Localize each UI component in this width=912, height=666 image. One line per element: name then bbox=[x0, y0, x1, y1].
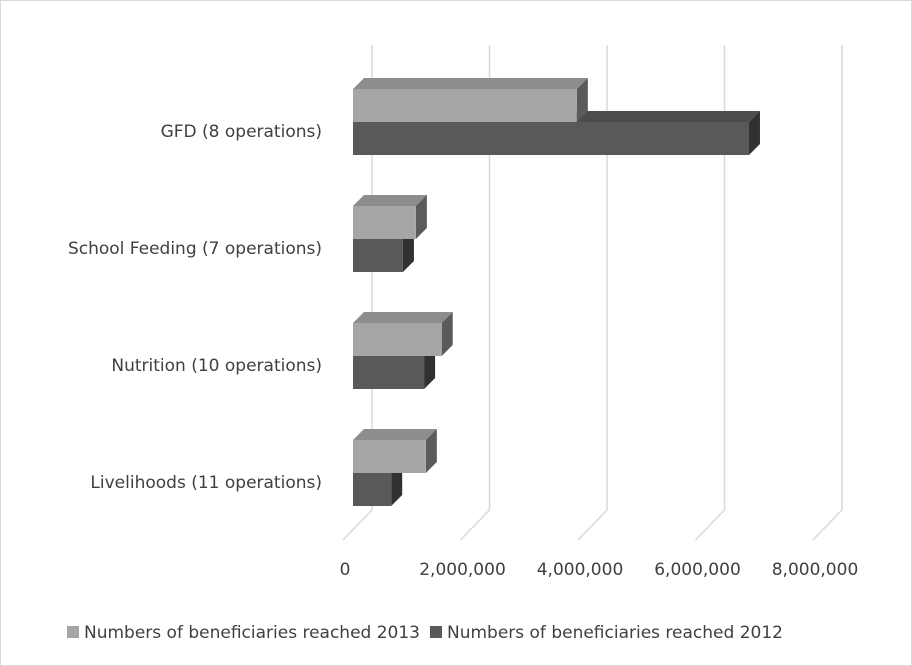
y-tick-label: Livelihoods (11 operations) bbox=[90, 473, 322, 493]
bar bbox=[353, 122, 749, 155]
legend-label: Numbers of beneficiaries reached 2013 bbox=[84, 623, 420, 643]
bar bbox=[353, 440, 426, 473]
bar-side bbox=[425, 429, 437, 473]
bar-top bbox=[353, 78, 588, 89]
x-tick-label: 2,000,000 bbox=[419, 560, 506, 580]
x-tick-label: 8,000,000 bbox=[772, 560, 859, 580]
bar-side bbox=[441, 312, 453, 356]
bar-top bbox=[353, 429, 437, 440]
bar bbox=[353, 356, 425, 389]
bar bbox=[353, 239, 403, 272]
bar bbox=[353, 89, 577, 122]
y-tick-label: School Feeding (7 operations) bbox=[68, 239, 322, 259]
bar-top bbox=[353, 195, 427, 206]
grid-line bbox=[459, 45, 491, 541]
legend-swatch bbox=[67, 626, 79, 638]
legend-label: Numbers of beneficiaries reached 2012 bbox=[447, 623, 783, 643]
bar bbox=[353, 473, 392, 506]
bar-side bbox=[576, 78, 588, 122]
bar-side bbox=[415, 195, 427, 239]
bar-side bbox=[748, 111, 760, 155]
bar bbox=[353, 323, 442, 356]
bar bbox=[353, 206, 416, 239]
y-tick-label: Nutrition (10 operations) bbox=[111, 356, 322, 376]
grid-line bbox=[812, 45, 843, 541]
x-tick-label: 6,000,000 bbox=[654, 560, 741, 580]
x-tick-label: 4,000,000 bbox=[537, 560, 624, 580]
bar-top bbox=[353, 312, 453, 323]
y-tick-label: GFD (8 operations) bbox=[161, 122, 322, 142]
grid-line bbox=[577, 45, 608, 541]
legend-swatch bbox=[429, 626, 442, 638]
grid-line bbox=[694, 45, 726, 541]
x-tick-label: 0 bbox=[340, 560, 351, 580]
